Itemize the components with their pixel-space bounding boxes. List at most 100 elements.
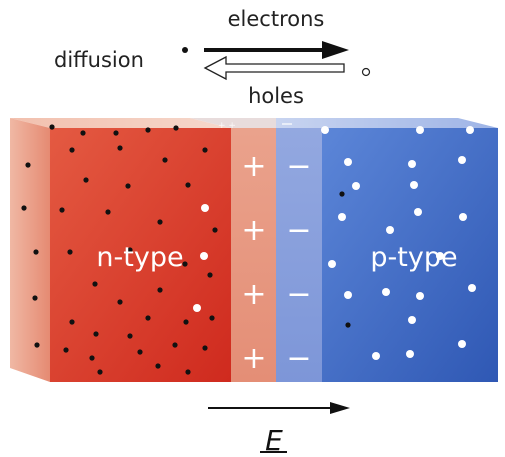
electron-dot xyxy=(339,191,345,197)
n-type-label: n-type xyxy=(96,242,183,273)
electron-dot xyxy=(162,157,168,163)
holes-label: holes xyxy=(248,84,304,108)
hole-dot xyxy=(416,126,424,134)
electron-dot xyxy=(93,331,99,337)
hole-dot xyxy=(458,156,466,164)
depletion-top-face xyxy=(190,118,276,128)
electron-dot xyxy=(80,130,86,136)
electron-dot xyxy=(97,369,103,375)
fixed-positive-ion: + xyxy=(241,149,266,184)
top-face-plus-mark: + + xyxy=(218,121,236,131)
electron-dot xyxy=(69,319,75,325)
hole-dot xyxy=(193,304,201,312)
hole-dot xyxy=(459,213,467,221)
electron-diffusion-arrow xyxy=(204,41,349,59)
hole-dot xyxy=(436,252,444,260)
electron-dot xyxy=(212,227,218,233)
electron-dot xyxy=(207,272,213,278)
fixed-positive-ion: + xyxy=(241,341,266,376)
hole-dot xyxy=(382,288,390,296)
electron-dot xyxy=(113,130,119,136)
electron-dot xyxy=(117,299,123,305)
hole-dot xyxy=(416,292,424,300)
hole-diffusion-arrow xyxy=(203,55,345,81)
hole-dot xyxy=(200,252,208,260)
hole-dot xyxy=(338,213,346,221)
hole-dot xyxy=(328,260,336,268)
electron-dot xyxy=(137,349,143,355)
fixed-positive-ion: + xyxy=(241,277,266,312)
electron-dot xyxy=(202,345,208,351)
electron-dot xyxy=(92,281,98,287)
fixed-negative-ion: − xyxy=(286,149,311,184)
electron-dot xyxy=(33,249,39,255)
electron-dot xyxy=(69,147,75,153)
electron-dot xyxy=(185,369,191,375)
field-label: E xyxy=(265,424,283,457)
hole-dot xyxy=(344,291,352,299)
hole-dot xyxy=(408,160,416,168)
electron-dot xyxy=(25,162,31,168)
electron-dot xyxy=(21,205,27,211)
electron-dot xyxy=(67,249,73,255)
p-region-top-face xyxy=(276,118,498,128)
hole-dot xyxy=(458,340,466,348)
hole-dot xyxy=(414,208,422,216)
electron-dot xyxy=(172,342,178,348)
electron-dot xyxy=(83,177,89,183)
hole-symbol xyxy=(361,67,371,77)
hole-dot xyxy=(352,182,360,190)
electron-dot xyxy=(182,261,188,267)
p-region-front-face xyxy=(322,128,498,382)
electron-dot xyxy=(117,145,123,151)
electron-dot xyxy=(209,315,215,321)
fixed-negative-ion: − xyxy=(286,341,311,376)
depletion-n-side xyxy=(231,128,276,382)
fixed-negative-ion: − xyxy=(286,277,311,312)
hole-dot xyxy=(321,126,329,134)
electron-dot xyxy=(183,319,189,325)
electron-dot xyxy=(155,363,161,369)
electron-dot xyxy=(202,147,208,153)
hole-dot xyxy=(410,181,418,189)
hole-dot xyxy=(201,204,209,212)
electron-dot xyxy=(89,355,95,361)
n-region-side-face xyxy=(10,118,50,382)
electron-dot xyxy=(145,315,151,321)
electron-dot xyxy=(32,295,38,301)
electrons-label: electrons xyxy=(228,7,325,31)
depletion-charges: + −+ −+ −+ − xyxy=(241,149,311,376)
electron-dot xyxy=(125,183,131,189)
electron-dot xyxy=(49,124,55,130)
electron-dot xyxy=(145,127,151,133)
electron-symbol xyxy=(182,47,188,53)
electron-dot xyxy=(127,333,133,339)
carriers xyxy=(21,124,476,375)
hole-dot xyxy=(406,350,414,358)
electron-dot xyxy=(345,322,351,328)
hole-dot xyxy=(466,126,474,134)
electron-dot xyxy=(105,209,111,215)
electron-dot xyxy=(157,287,163,293)
electron-dot xyxy=(59,207,65,213)
n-region-top-face xyxy=(10,118,230,128)
hole-dot xyxy=(408,316,416,324)
electron-dot xyxy=(63,347,69,353)
fixed-positive-ion: + xyxy=(241,213,266,248)
electric-field-arrow xyxy=(208,402,350,414)
hole-dot xyxy=(372,352,380,360)
electron-dot xyxy=(127,247,133,253)
fixed-negative-ion: − xyxy=(286,213,311,248)
hole-dot xyxy=(344,158,352,166)
depletion-p-side xyxy=(276,128,322,382)
electron-dot xyxy=(157,219,163,225)
electron-dot xyxy=(34,342,40,348)
p-type-label: p-type xyxy=(370,242,457,273)
hole-dot xyxy=(468,284,476,292)
electron-dot xyxy=(173,125,179,131)
hole-dot xyxy=(386,226,394,234)
electron-dot xyxy=(185,182,191,188)
diffusion-label: diffusion xyxy=(54,48,144,72)
